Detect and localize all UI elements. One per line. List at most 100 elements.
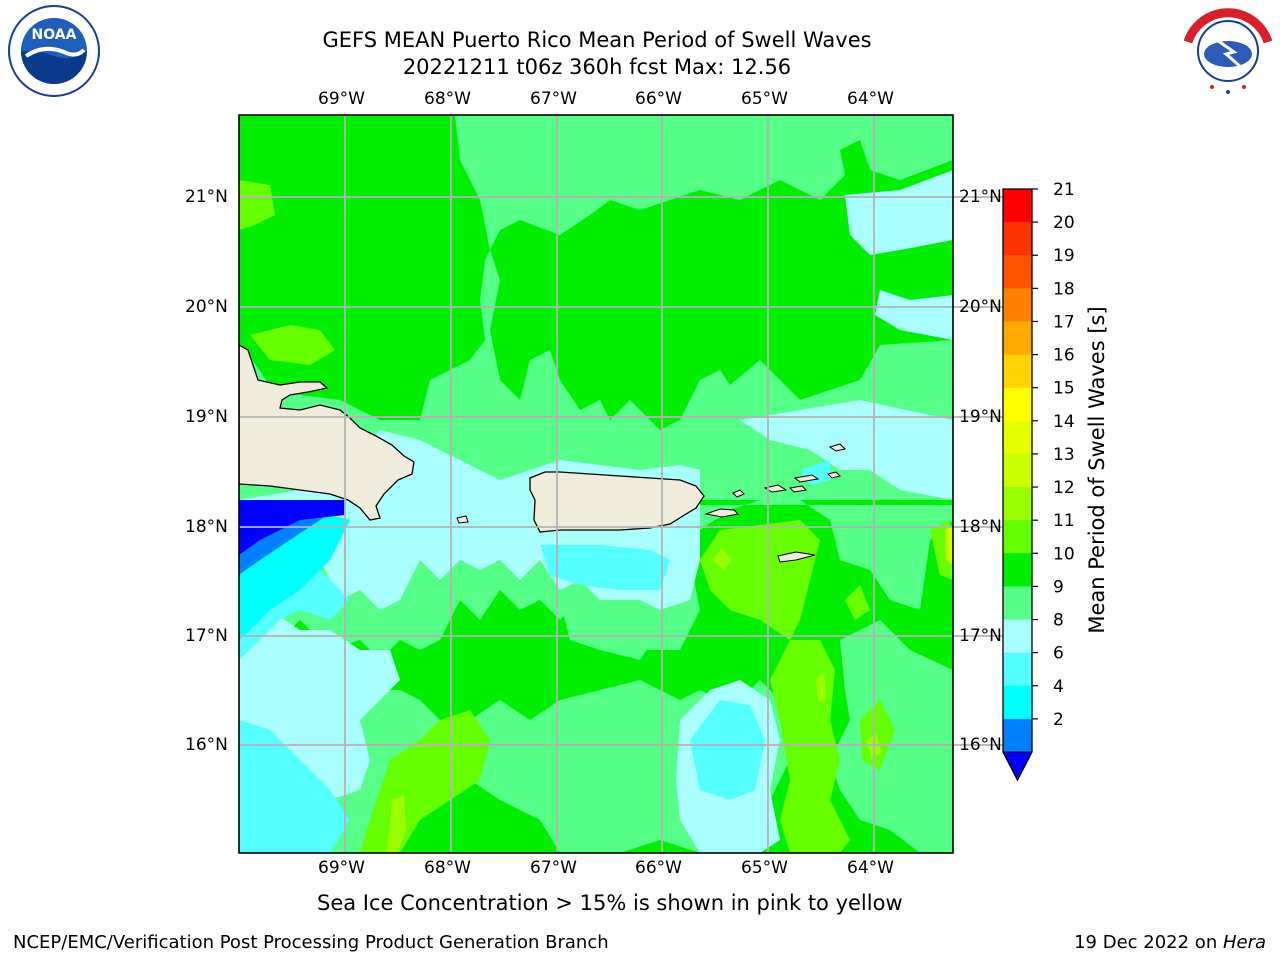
colorbar-tick-label: 15	[1053, 379, 1075, 399]
contour-11-12	[845, 585, 870, 620]
colorbar: 21 20 19 18 17 16 15 14 13 12 11 10 9 8 6 4 2	[1002, 180, 1075, 782]
colorbar-swatch	[1003, 387, 1032, 422]
contour-11-12	[770, 640, 850, 853]
anegada-island	[827, 471, 841, 479]
lat-label-left: 20°N	[185, 297, 228, 317]
nws-logo	[1178, 2, 1278, 100]
colorbar-title: Mean Period of Swell Waves [s]	[1085, 306, 1109, 634]
contour-12-13	[386, 795, 406, 853]
contour-12-13	[945, 525, 953, 565]
contour-9-10	[560, 590, 660, 660]
lon-label-bottom: 68°W	[424, 858, 471, 878]
lon-label-bottom: 64°W	[847, 858, 894, 878]
footer-left: NCEP/EMC/Verification Post Processing Pr…	[13, 932, 609, 953]
colorbar-swatch	[1003, 420, 1032, 455]
contour-8-9	[740, 400, 953, 500]
colorbar-tick-label: 13	[1053, 445, 1075, 465]
lat-label-right: 20°N	[959, 297, 1002, 317]
lon-label-top: 67°W	[530, 89, 577, 109]
lat-label-right: 16°N	[959, 735, 1002, 755]
colorbar-tick-label: 21	[1053, 180, 1075, 200]
contour-11-12	[700, 520, 820, 640]
lon-label-bottom: 65°W	[741, 858, 788, 878]
colorbar-tick-label: 11	[1053, 511, 1075, 531]
contour-8-9	[875, 290, 953, 340]
contour-11-12	[239, 180, 275, 230]
lon-label-bottom: 67°W	[530, 858, 577, 878]
contour-11-12	[250, 325, 335, 365]
contour-8-9	[845, 170, 953, 255]
vieques-island	[704, 508, 740, 518]
map-frame	[238, 114, 954, 854]
lat-label-left: 16°N	[185, 735, 228, 755]
sea-ice-note: Sea Ice Concentration > 15% is shown in …	[317, 891, 903, 915]
lon-label-top: 64°W	[847, 89, 894, 109]
colorbar-frame	[1002, 188, 1033, 782]
lat-label-left: 21°N	[185, 187, 228, 207]
colorbar-tick-label: 18	[1053, 279, 1075, 299]
colorbar-tick-label: 12	[1053, 478, 1075, 498]
colorbar-swatch	[1003, 255, 1032, 289]
colorbar-swatch	[1003, 619, 1032, 654]
colorbar-tick-label: 19	[1053, 246, 1075, 266]
lon-label-top: 69°W	[318, 89, 365, 109]
colorbar-swatch	[1003, 520, 1032, 554]
colorbar-tick-label: 16	[1053, 346, 1075, 366]
colorbar-tick-label: 6	[1053, 644, 1064, 664]
colorbar-swatch	[1003, 586, 1032, 621]
colorbar-swatch	[1003, 288, 1032, 322]
contour-12-13	[712, 548, 732, 570]
colorbar-swatch	[1003, 222, 1032, 256]
colorbar-tick-label: 20	[1053, 213, 1075, 233]
colorbar-swatch	[1003, 652, 1032, 687]
swell-period-field	[239, 115, 953, 853]
chart-title-line1: GEFS MEAN Puerto Rico Mean Period of Swe…	[322, 28, 872, 52]
contour-12-13	[816, 672, 826, 702]
colorbar-swatch	[1003, 487, 1032, 521]
contour-6-8	[690, 700, 765, 800]
colorbar-swatch	[1003, 189, 1032, 223]
virgin-gorda-island	[828, 443, 846, 452]
lon-label-bottom: 66°W	[635, 858, 682, 878]
contour-6-8	[540, 545, 670, 590]
lon-label-bottom: 69°W	[318, 858, 365, 878]
colorbar-swatch	[1003, 685, 1032, 720]
lat-label-right: 18°N	[959, 517, 1002, 537]
hispaniola-landmass	[239, 344, 415, 521]
st-thomas-island	[763, 484, 788, 493]
contour-9-10	[239, 115, 953, 500]
lat-label-left: 18°N	[185, 517, 228, 537]
lat-label-right: 17°N	[959, 626, 1002, 646]
colorbar-swatch	[1003, 321, 1032, 356]
colorbar-tick-label: 4	[1053, 677, 1064, 697]
lat-label-right: 19°N	[959, 407, 1002, 427]
colorbar-swatch	[1003, 354, 1032, 389]
colorbar-extend-arrow	[1002, 751, 1033, 782]
colorbar-tick-label: 10	[1053, 544, 1075, 564]
footer-right: 19 Dec 2022 on Hera	[1074, 932, 1266, 953]
contour-6-8	[239, 720, 350, 853]
lat-label-right: 21°N	[959, 187, 1002, 207]
colorbar-swatch	[1003, 553, 1032, 587]
contour-11-12	[860, 700, 895, 770]
noaa-logo-text: NOAA	[32, 27, 77, 43]
colorbar-tick-label: 14	[1053, 412, 1075, 432]
lon-label-top: 66°W	[635, 89, 682, 109]
mona-island	[456, 515, 469, 524]
footer-date: 19 Dec 2022 on	[1074, 932, 1223, 953]
chart-title-line2: 20221211 t06z 360h fcst Max: 12.56	[402, 55, 792, 79]
st-john-island	[788, 485, 808, 493]
puerto-rico-landmass	[529, 471, 705, 533]
map-gridlines	[239, 115, 1005, 853]
contour-below-2	[239, 500, 345, 555]
st-croix-island	[777, 551, 816, 563]
colorbar-tick-label: 8	[1053, 611, 1064, 631]
lon-label-top: 65°W	[741, 89, 788, 109]
colorbar-swatch	[1003, 453, 1032, 488]
tortola-island	[793, 474, 820, 483]
lat-label-left: 17°N	[185, 626, 228, 646]
colorbar-tick-label: 17	[1053, 312, 1075, 332]
colorbar-tick-label: 2	[1053, 710, 1064, 730]
footer-machine: Hera	[1222, 932, 1266, 953]
noaa-logo: NOAA	[4, 4, 104, 98]
